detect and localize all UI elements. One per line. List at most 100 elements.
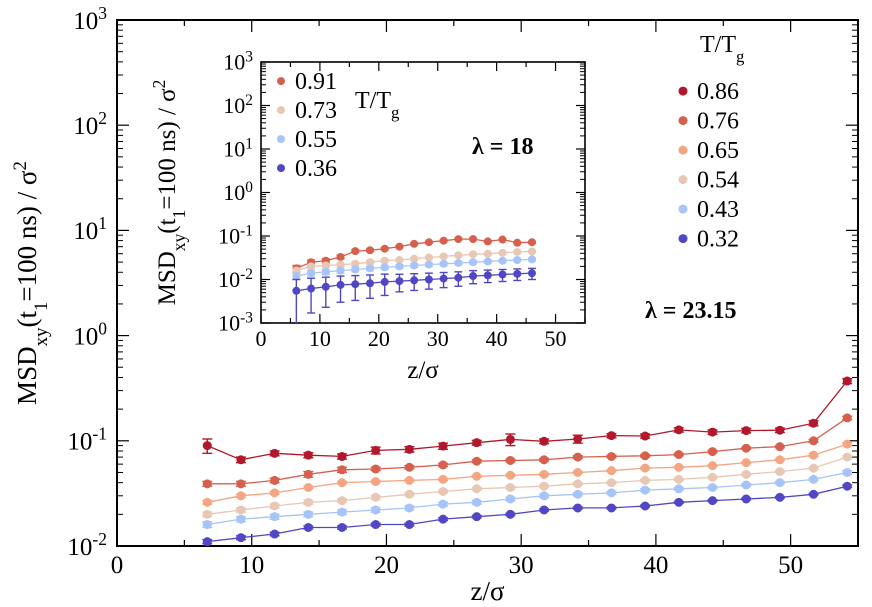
data-point (438, 499, 448, 509)
data-point (640, 501, 650, 511)
data-point (513, 247, 522, 256)
data-point (371, 492, 381, 502)
data-point (303, 509, 313, 519)
data-point (809, 474, 819, 484)
y-axis-label-sub: 1 (169, 210, 189, 219)
data-point (439, 252, 448, 261)
y-tick-base: 10 (73, 113, 98, 140)
data-point (674, 450, 684, 460)
data-point (674, 497, 684, 507)
data-point (337, 507, 347, 517)
y-axis-label-part: =100 ns) / σ (12, 170, 42, 301)
legend-label: 0.91 (295, 69, 337, 95)
data-point (336, 260, 345, 269)
data-point (395, 256, 404, 265)
data-point (775, 478, 785, 488)
y-axis-label-sub: xy (169, 233, 189, 251)
data-point (513, 238, 522, 247)
legend-marker (277, 135, 285, 144)
data-point (707, 461, 717, 471)
legend-label: 0.32 (697, 227, 739, 253)
data-point (438, 486, 448, 496)
series-line (207, 485, 848, 543)
y-tick-label: 102 (73, 108, 107, 140)
data-point (270, 512, 280, 522)
y-tick-base: 10 (223, 93, 245, 118)
data-point (371, 505, 381, 515)
data-point (307, 284, 316, 293)
data-point (380, 263, 389, 272)
data-point (365, 246, 374, 255)
data-point (472, 497, 482, 507)
data-point (236, 533, 246, 543)
data-point (707, 447, 717, 457)
data-point (321, 282, 330, 291)
data-point (202, 520, 212, 530)
data-point (321, 267, 330, 276)
data-point (741, 469, 751, 479)
data-point (741, 458, 751, 468)
data-point (606, 451, 616, 461)
data-point (236, 491, 246, 501)
data-point (539, 505, 549, 515)
main-plot-legend: T/Tg 0.86 0.76 0.65 0.54 0.43 0.32 (678, 32, 745, 253)
y-tick-exponent: 3 (98, 3, 107, 23)
y-axis-label-part: MSD (154, 251, 181, 305)
y-axis-label-part: MSD (12, 346, 42, 405)
x-tick-label: 30 (427, 326, 449, 351)
data-point (498, 248, 507, 257)
y-axis-label-part: =100 ns) / σ (154, 88, 181, 210)
data-point (371, 464, 381, 474)
data-point (303, 497, 313, 507)
data-point (469, 250, 478, 259)
legend-title-part: T/T (355, 88, 391, 114)
data-point (469, 258, 478, 267)
data-point (573, 489, 583, 499)
data-point (809, 489, 819, 499)
data-point (404, 462, 414, 472)
y-tick-exponent: 1 (98, 213, 107, 233)
data-point (539, 455, 549, 465)
y-axis-label: MSDxy(t1=100 ns) / σ2 (10, 161, 52, 405)
data-point (270, 488, 280, 498)
y-tick-base: 10 (73, 218, 98, 245)
legend-label: 0.43 (697, 197, 739, 223)
y-tick-label: 100 (73, 318, 107, 350)
data-point (775, 492, 785, 502)
data-point (640, 463, 650, 473)
data-point (395, 262, 404, 271)
data-point (640, 431, 650, 441)
data-point (707, 482, 717, 492)
data-point (707, 427, 717, 437)
y-tick-base: 10 (73, 323, 98, 350)
series-0.73 (292, 247, 536, 275)
data-point (270, 501, 280, 511)
data-point (410, 276, 419, 285)
x-axis-label: z/σ (407, 357, 439, 384)
data-point (351, 265, 360, 274)
data-point (809, 418, 819, 428)
data-point (842, 413, 852, 423)
legend-title: T/Tg (355, 88, 400, 122)
data-point (202, 537, 212, 547)
x-tick-label: 20 (374, 552, 399, 579)
data-point (741, 494, 751, 504)
data-point (513, 269, 522, 278)
y-tick-base: 10 (218, 267, 240, 292)
data-point (303, 522, 313, 532)
data-point (439, 236, 448, 245)
data-point (307, 262, 316, 271)
data-point (454, 258, 463, 267)
legend-marker (678, 145, 688, 155)
y-axis-label-part: (t (154, 218, 181, 233)
data-point (270, 448, 280, 458)
data-point (454, 235, 463, 244)
data-point (505, 434, 515, 444)
data-point (775, 442, 785, 452)
data-point (539, 469, 549, 479)
data-point (741, 443, 751, 453)
main-plot-frame (116, 19, 859, 547)
data-point (236, 479, 246, 489)
data-point (842, 467, 852, 477)
x-tick-label: 30 (509, 552, 534, 579)
